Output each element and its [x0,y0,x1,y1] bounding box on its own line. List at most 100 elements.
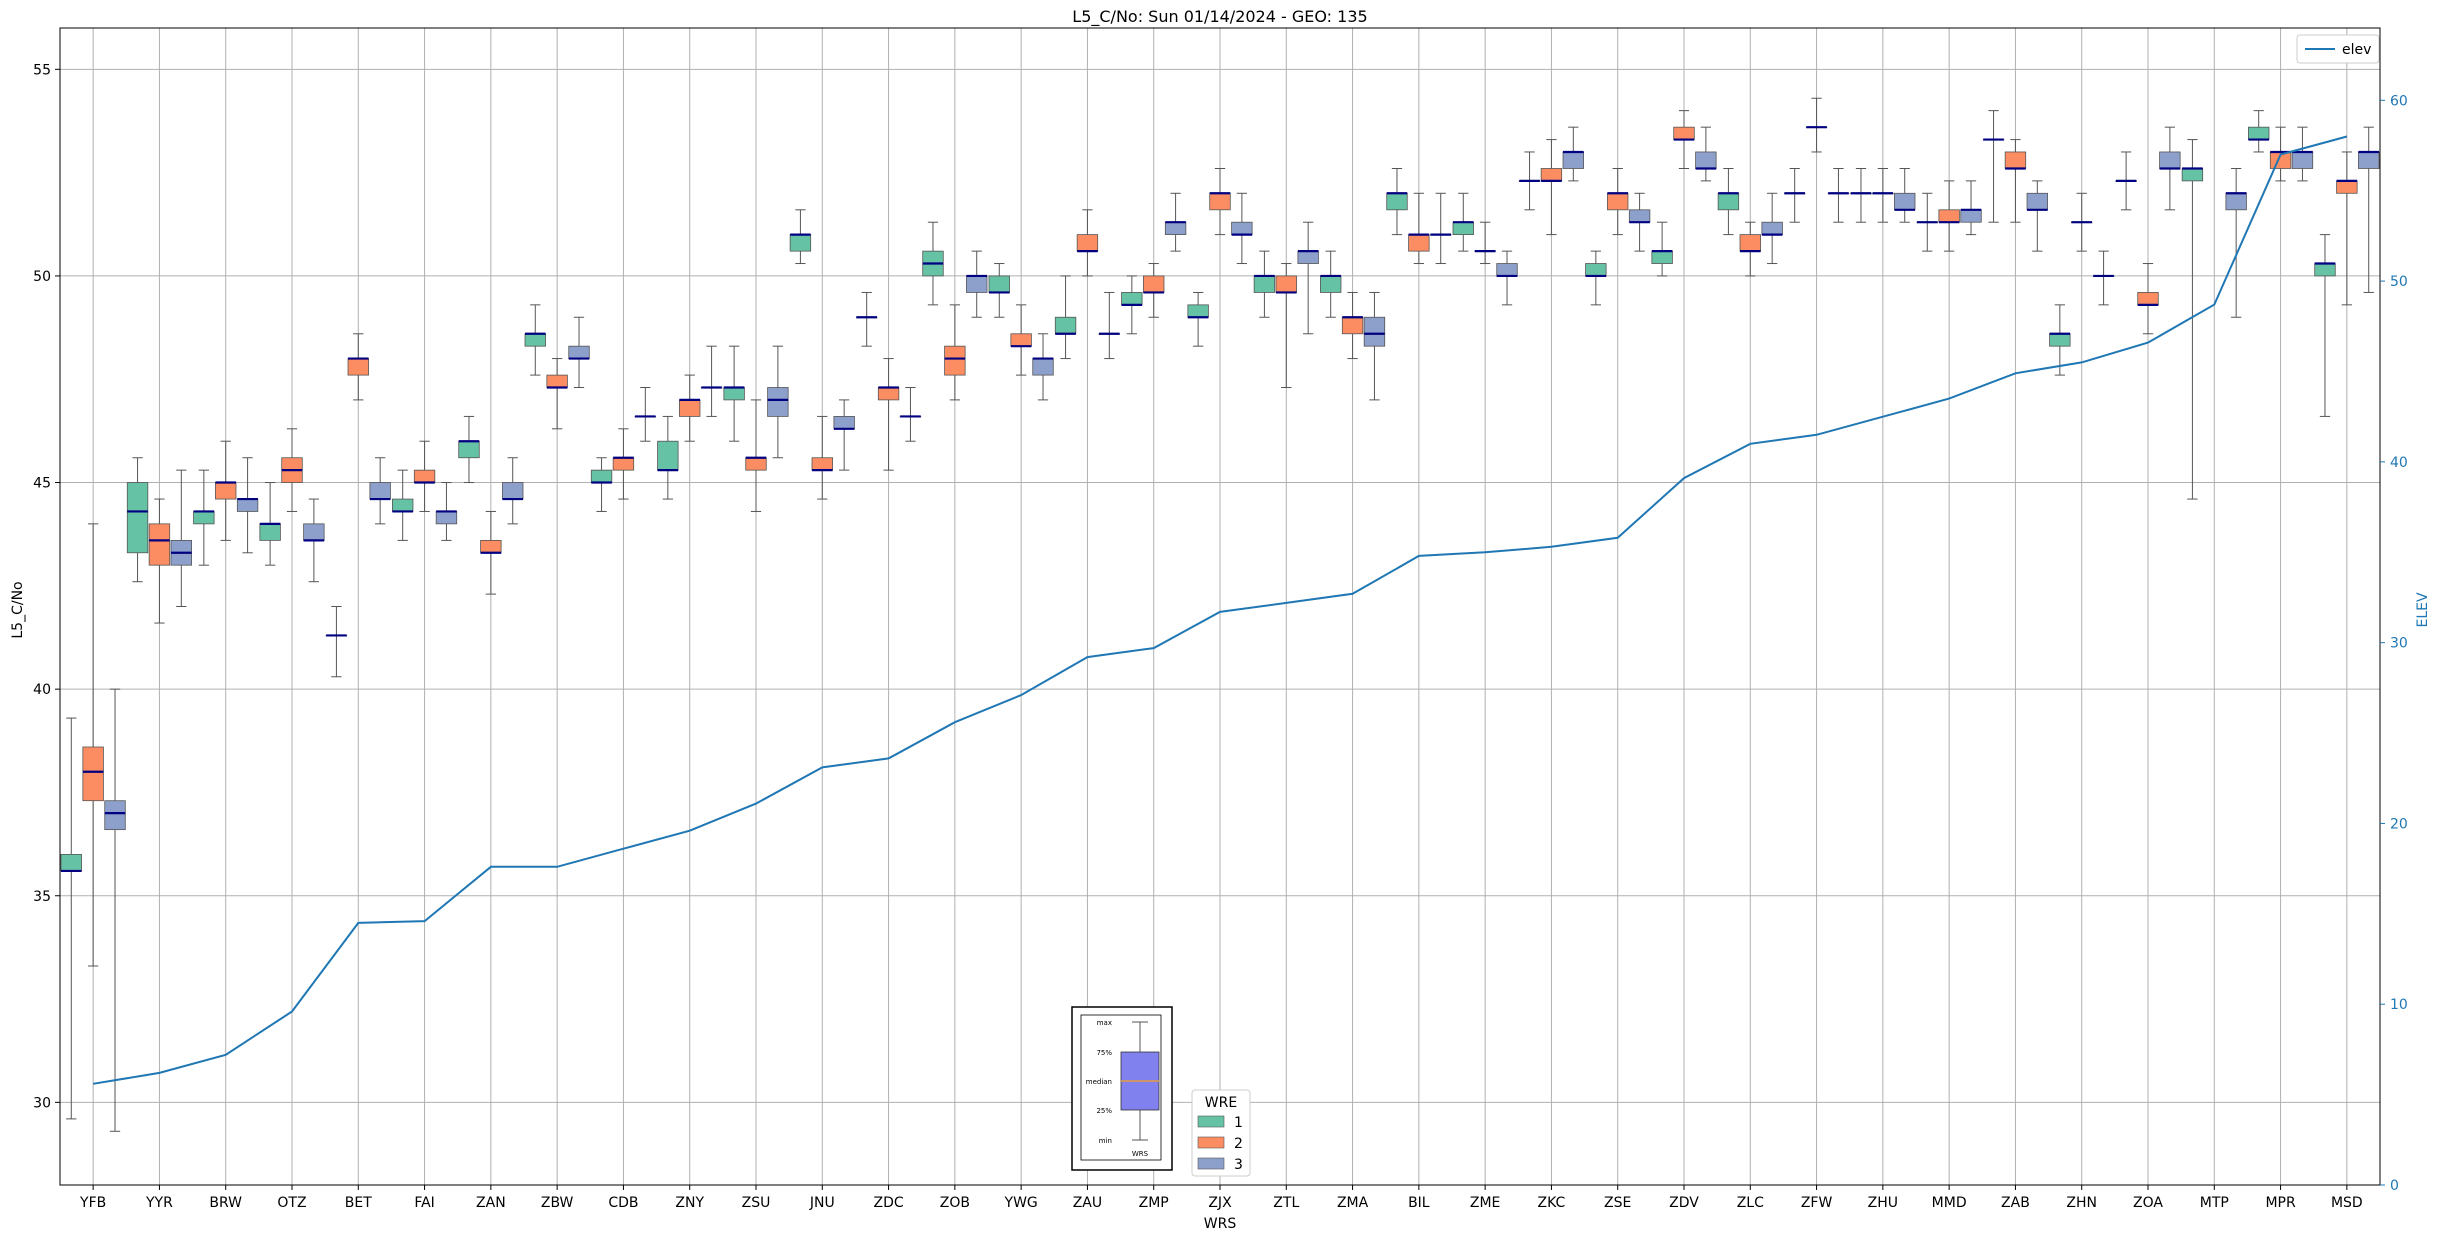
box-ZSE-3 [1628,192,1651,252]
box-ZME-2 [1474,221,1496,265]
y-axis-label: L5_C/No [10,581,26,638]
box-ZFW-2 [1805,97,1828,153]
box-YFB-2 [82,523,104,967]
box-ZHN-2 [2071,192,2093,252]
box-ZME-3 [1496,250,1518,306]
box-ZAB-3 [2026,180,2048,252]
box-body [392,498,414,512]
box-body [502,482,524,500]
box-body [1121,292,1143,306]
box-body [2004,151,2027,169]
box-CDB-2 [612,428,635,500]
box-ZTL-1 [1253,250,1276,318]
box-MSD-1 [2314,234,2336,417]
box-ZMA-2 [1341,291,1364,360]
y2-tick-label: 30 [2390,636,2408,652]
x-axis-ticks: YFB YYR BRW OTZ BET FAI ZAN ZBW CDB ZNY ZSU JNU ZDC Z… [79,1185,2363,1211]
box-JNU-2 [811,415,833,500]
box-body [833,416,855,430]
box-body [236,498,259,512]
x-tick-label: BET [345,1195,372,1211]
box-body [1032,358,1054,376]
box-body [259,523,281,541]
x-tick-label: ZKC [1538,1195,1566,1211]
box-ZOA-1 [2115,151,2137,211]
wre-legend-label-3: 3 [1234,1157,1243,1173]
box-ZHU-3 [1894,167,1916,223]
box-ZDV-2 [1673,110,1695,169]
box-ZHU-1 [1850,167,1872,223]
box-YYR-2 [148,498,171,624]
box-body [1297,250,1319,264]
box-body [1607,192,1629,211]
box-body [2358,151,2380,169]
box-body [2049,333,2071,347]
box-body [1452,221,1474,236]
x-tick-label: OTZ [277,1195,306,1211]
box-body [1717,192,1740,211]
x-tick-label: ZFW [1801,1195,1833,1211]
box-series [60,97,2380,1132]
box-body [2225,192,2247,211]
x-tick-label: BRW [209,1195,242,1211]
box-body [193,511,215,525]
box-body [568,345,590,359]
x-tick-label: ZTL [1273,1195,1299,1211]
box-body [82,746,104,802]
box-body [2137,292,2159,306]
y2-tick-label: 60 [2390,93,2408,109]
box-ZDC-1 [856,291,878,347]
box-body [1187,304,1209,318]
box-body [590,469,613,483]
box-body [2291,151,2314,169]
box-YYR-1 [126,457,149,583]
y-tick-label: 30 [33,1095,51,1111]
wre-legend-label-2: 2 [1234,1136,1243,1152]
box-body [435,511,458,525]
wre-legend-frame [1191,1089,1251,1177]
box-ZDV-3 [1695,126,1717,182]
box-body [1143,275,1165,293]
box-body [745,457,767,471]
box-body [988,275,1010,293]
box-body [1209,192,1231,211]
box-body [1076,234,1099,252]
wre-legend: WRE 1 2 3 [1191,1089,1251,1177]
box-ZSE-1 [1585,250,1607,306]
inset-xlabel: WRS [1132,1150,1149,1158]
x-tick-label: ZME [1470,1195,1501,1211]
box-ZNY-3 [700,345,723,417]
x-tick-label: ZLC [1737,1195,1764,1211]
box-body [1673,126,1695,140]
box-body [1275,275,1297,293]
box-MSD-2 [2336,151,2358,306]
elev-legend: elev [2296,34,2380,64]
box-ZBW-1 [524,304,546,376]
x-tick-label: ZHU [1868,1195,1898,1211]
box-ZME-1 [1452,192,1474,252]
box-body [1695,151,1717,169]
box-YWG-3 [1032,333,1054,401]
box-YFB-3 [104,688,126,1132]
box-ZFW-1 [1784,167,1806,223]
y2-tick-label: 0 [2390,1178,2399,1194]
box-ZKC-3 [1562,126,1584,182]
box-ZAB-1 [1982,110,2005,223]
box-body [1253,275,1276,293]
box-body [612,457,635,471]
box-MMD-2 [1938,180,1960,252]
box-ZSU-2 [745,399,767,512]
y-tick-label: 45 [33,476,51,492]
wre-legend-swatch-2 [1197,1136,1225,1149]
box-ZHN-1 [2049,304,2071,376]
box-ZAN-1 [458,415,480,484]
box-MMD-3 [1960,180,1982,236]
box-body [944,345,966,376]
box-BIL-3 [1430,192,1452,265]
chart-title: L5_C/No: Sun 01/14/2024 - GEO: 135 [1072,7,1367,27]
box-body [1562,151,1584,169]
elev-legend-frame [2296,34,2380,64]
box-body [2026,192,2048,211]
box-body [148,523,171,566]
box-ZAN-2 [480,510,502,595]
